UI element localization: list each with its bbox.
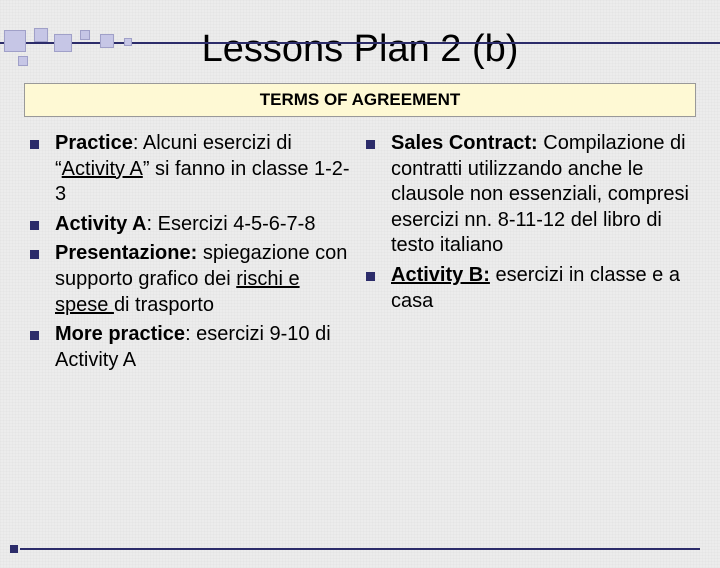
- bullet-icon: [30, 221, 39, 230]
- bullet-icon: [366, 140, 375, 149]
- item-bold: More practice: [55, 323, 185, 345]
- list-item: Presentazione: spiegazione con supporto …: [30, 241, 354, 318]
- item-bold-underline: Activity B:: [391, 264, 490, 286]
- item-bold: Practice: [55, 132, 133, 154]
- item-bold: Activity A: [55, 213, 147, 235]
- bullet-icon: [30, 140, 39, 149]
- content-columns: Practice: Alcuni esercizi di “Activity A…: [0, 117, 720, 381]
- right-column: Sales Contract: Compilazione di contratt…: [360, 127, 696, 381]
- item-text: di trasporto: [114, 294, 214, 316]
- item-bold: Sales Contract:: [391, 132, 538, 154]
- list-item: Sales Contract: Compilazione di contratt…: [366, 131, 690, 259]
- bottom-rule: [20, 548, 700, 550]
- bullet-icon: [30, 250, 39, 259]
- item-text: : Esercizi 4-5-6-7-8: [147, 213, 316, 235]
- list-item: Practice: Alcuni esercizi di “Activity A…: [30, 131, 354, 208]
- corner-decoration: [0, 28, 170, 68]
- bullet-icon: [30, 331, 39, 340]
- section-banner: TERMS OF AGREEMENT: [24, 83, 696, 117]
- left-column: Practice: Alcuni esercizi di “Activity A…: [24, 127, 360, 381]
- bullet-icon: [366, 272, 375, 281]
- list-item: Activity B: esercizi in classe e a casa: [366, 263, 690, 314]
- item-underline: Activity A: [62, 158, 143, 180]
- list-item: Activity A: Esercizi 4-5-6-7-8: [30, 212, 354, 238]
- item-bold: Presentazione:: [55, 242, 197, 264]
- list-item: More practice: esercizi 9-10 di Activity…: [30, 322, 354, 373]
